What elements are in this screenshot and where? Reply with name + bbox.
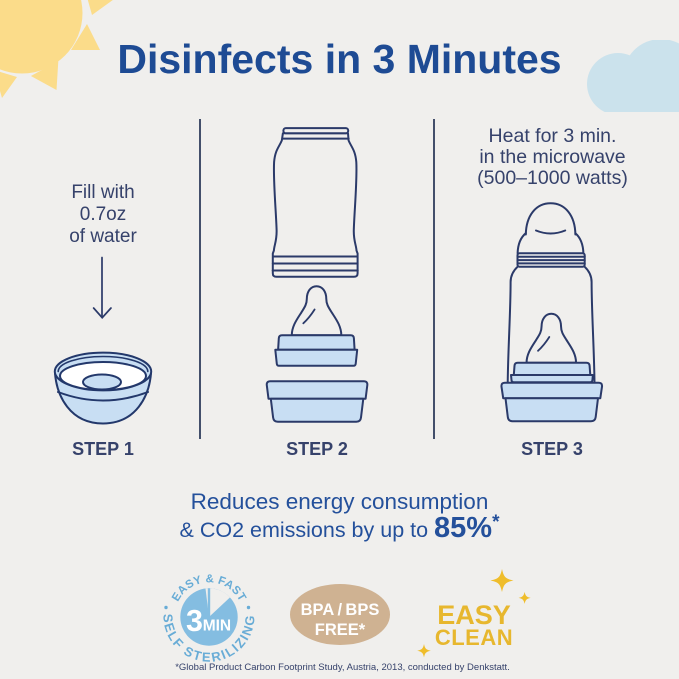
svg-text:3: 3	[186, 604, 203, 638]
svg-text:MIN: MIN	[203, 617, 231, 634]
